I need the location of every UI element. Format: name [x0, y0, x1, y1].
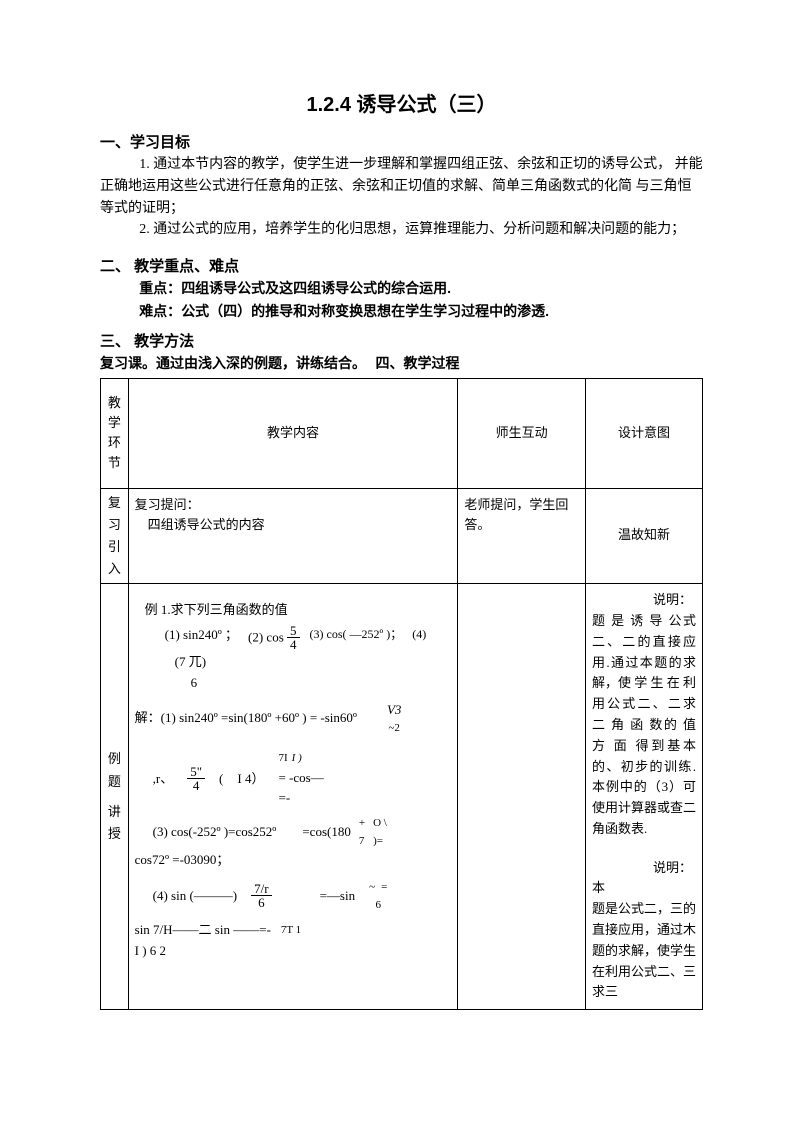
- ex-item-3: (3) cos( —252º )；: [310, 625, 403, 644]
- section-4-heading: 四、教学过程: [376, 355, 460, 371]
- sol1-rhs-top: V3: [387, 700, 401, 721]
- section-2-line1: 重点：四组诱导公式及这四组诱导公式的综合运用.: [139, 278, 703, 301]
- example-content: 例 1.求下列三角函数的值 (1) sin240º ； (2) cos 5 4 …: [128, 584, 458, 1010]
- ex-item-4b: (7 兀): [175, 654, 206, 669]
- example-1-title: 例 1.求下列三角函数的值: [145, 600, 452, 621]
- th-content: 教学内容: [128, 378, 458, 488]
- section-1-heading: 一、学习目标: [100, 131, 703, 154]
- last-b: I ) 6 2: [135, 943, 166, 958]
- review-line2: 四组诱导公式的内容: [135, 515, 452, 536]
- key-text: 四组诱导公式及这四组诱导公式的综合运用.: [181, 280, 451, 296]
- solution-label: 解：: [135, 708, 161, 729]
- sol2-d: I 4）: [237, 769, 264, 790]
- section-2-line2: 难点：公式（四）的推导和对称变换思想在学生学习过程中的渗透.: [139, 301, 703, 324]
- ex-item-1: (1) sin240º ；: [165, 625, 238, 646]
- intent2-text: 题是公式二，三的直接应用，通过木题的求解，使学生在利用公式二、三求三: [592, 899, 696, 1003]
- sol3-c: cos72º =-03090；: [135, 850, 452, 871]
- diff-text: 公式（四）的推导和对称变换思想在学生学习过程中的渗透.: [181, 303, 549, 319]
- section-3-line: 复习课。通过由浅入深的例题，讲练结合。 四、教学过程: [100, 353, 703, 376]
- th-interaction: 师生互动: [458, 378, 586, 488]
- intent2-label: 说明：: [592, 858, 692, 879]
- table-row-example: 例题讲授 例 1.求下列三角函数的值 (1) sin240º ； (2) cos…: [101, 584, 703, 1010]
- section-3-text: 复习课。通过由浅入深的例题，讲练结合。: [100, 355, 366, 371]
- th-intent: 设计意图: [585, 378, 702, 488]
- sol2-c: (: [219, 769, 223, 790]
- table-header-row: 教学环节 教学内容 师生互动 设计意图: [101, 378, 703, 488]
- ex-item-4: (4): [412, 625, 426, 644]
- key-label: 重点：: [139, 280, 181, 296]
- th-step: 教学环节: [101, 378, 129, 488]
- example-interaction: [458, 584, 586, 1010]
- sol2-f: =-: [278, 788, 290, 809]
- solution-1: (1) sin240º =sin(180º +60º ) = -sin60º: [161, 708, 357, 729]
- ex-item-4c: 6: [191, 675, 198, 690]
- intent1-text: 题 是 诱 导 公式二、二的直接应用.通过本题的求解，使 学 生 在 利用公式二…: [592, 611, 696, 840]
- table-row-review: 复习引入 复习提问： 四组诱导公式的内容 老师提问，学生回答。 温故知新: [101, 488, 703, 584]
- page: 1.2.4 诱导公式（三） 一、学习目标 1. 通过本节内容的教学，使学生进一步…: [0, 0, 793, 1122]
- review-content: 复习提问： 四组诱导公式的内容: [128, 488, 458, 584]
- review-line1: 复习提问：: [135, 495, 452, 516]
- sol3-a: (3) cos(-252º )=cos252º: [153, 822, 277, 843]
- sol2-e: = -cos—: [278, 768, 323, 789]
- step-example: 例题讲授: [101, 584, 129, 1010]
- sol3-b: =cos(180: [302, 822, 351, 843]
- section-1-p2: 2. 通过公式的应用，培养学生的化归思想，运算推理能力、分析问题和解决问题的能力…: [100, 219, 703, 241]
- section-2-heading: 二、 教学重点、难点: [100, 255, 703, 278]
- page-title: 1.2.4 诱导公式（三）: [100, 90, 703, 121]
- intent2-pre: 本: [592, 878, 696, 899]
- review-intent: 温故知新: [585, 488, 702, 584]
- sol4-b: =—sin: [320, 886, 356, 907]
- review-interaction: 老师提问，学生回答。: [458, 488, 586, 584]
- intent1-label: 说明：: [592, 590, 692, 611]
- th-step-text: 教学环节: [103, 393, 126, 474]
- sol4-a: (4) sin (———): [153, 886, 238, 907]
- section-1-p1: 1. 通过本节内容的教学，使学生进一步理解和掌握四组正弦、余弦和正切的诱导公式，…: [100, 154, 703, 219]
- lesson-table: 教学环节 教学内容 师生互动 设计意图 复习引入 复习提问： 四组诱导公式的内容…: [100, 378, 703, 1011]
- diff-label: 难点：: [139, 303, 181, 319]
- sol1-rhs-bot: ~2: [388, 720, 399, 738]
- ex-item-2: (2) cos 5 4: [248, 625, 300, 652]
- section-3-heading: 三、 教学方法: [100, 330, 703, 353]
- sol2-a: ,r、: [153, 769, 174, 790]
- example-intent: 说明： 题 是 诱 导 公式二、二的直接应用.通过本题的求解，使 学 生 在 利…: [585, 584, 702, 1010]
- last-a: sin 7/H——二 sin ——=-: [135, 920, 271, 941]
- step-review: 复习引入: [101, 488, 129, 584]
